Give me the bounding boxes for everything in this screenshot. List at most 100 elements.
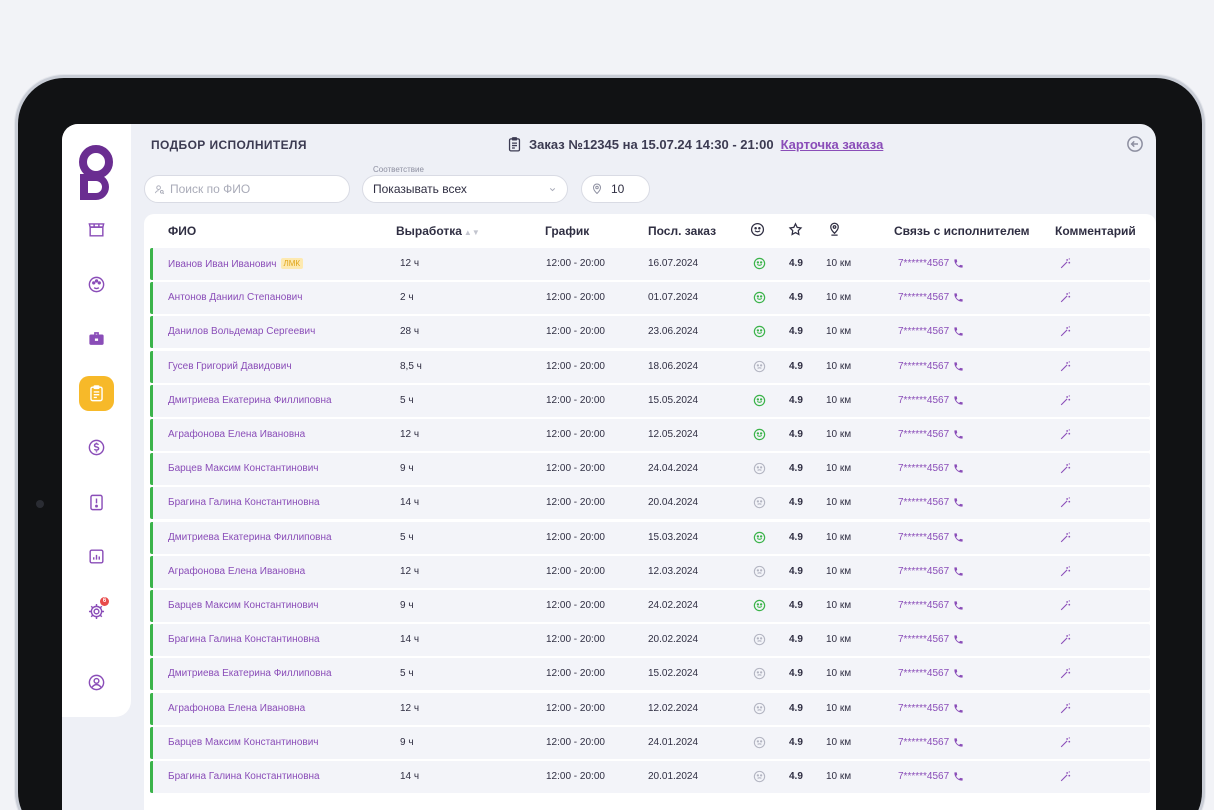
distance-cell: 10 км	[826, 634, 852, 646]
magic-wand-icon[interactable]	[1059, 702, 1072, 715]
magic-wand-icon[interactable]	[1059, 565, 1072, 578]
executor-name[interactable]: Дмитриева Екатерина Филлиповна	[168, 532, 332, 543]
executor-name[interactable]: Барцев Максим Константинович	[168, 600, 319, 611]
magic-wand-icon[interactable]	[1059, 736, 1072, 749]
phone-contact[interactable]: 7******4567	[898, 326, 964, 337]
column-distance	[827, 222, 842, 240]
sidebar-item-palette[interactable]	[79, 267, 114, 302]
magic-wand-icon[interactable]	[1059, 633, 1072, 646]
gear-icon	[88, 603, 105, 620]
table-row[interactable]: Данилов Вольдемар Сергеевич 28 ч 12:00 - 2…	[150, 316, 1150, 349]
magic-wand-icon[interactable]	[1059, 394, 1072, 407]
magic-wand-icon[interactable]	[1059, 770, 1072, 783]
phone-contact[interactable]: 7******4567	[898, 737, 964, 748]
briefcase-icon	[89, 332, 104, 345]
magic-wand-icon[interactable]	[1059, 667, 1072, 680]
magic-wand-icon[interactable]	[1059, 360, 1072, 373]
rating-cell: 4.9	[789, 771, 803, 782]
table-row[interactable]: Дмитриева Екатерина Филлиповна 5 ч 12:00 -…	[150, 384, 1150, 417]
store-icon	[88, 223, 105, 237]
phone-contact[interactable]: 7******4567	[898, 668, 964, 679]
phone-contact[interactable]: 7******4567	[898, 532, 964, 543]
schedule-cell: 12:00 - 20:00	[546, 292, 605, 304]
search-input[interactable]	[170, 182, 340, 196]
table-row[interactable]: Брагина Галина Константиновна 14 ч 12:00 -…	[150, 761, 1150, 793]
happy-face-icon	[753, 428, 766, 441]
executor-name[interactable]: Брагина Галина Константиновна	[168, 771, 320, 782]
phone-contact[interactable]: 7******4567	[898, 771, 964, 782]
phone-number: 7******4567	[898, 497, 950, 509]
sidebar-item-orders[interactable]	[79, 376, 114, 411]
sort-icon: ▲▼	[463, 228, 480, 237]
magic-wand-icon[interactable]	[1059, 496, 1072, 509]
hours-cell: 12 ч	[400, 565, 420, 577]
sidebar-item-briefcase[interactable]	[79, 321, 114, 356]
sidebar-item-profile[interactable]	[79, 665, 114, 700]
magic-wand-icon[interactable]	[1059, 325, 1072, 338]
executor-name[interactable]: Иванов Иван Иванович ЛМК	[168, 258, 304, 270]
phone-contact[interactable]: 7******4567	[898, 361, 964, 372]
rating-cell: 4.9	[789, 429, 803, 440]
executor-name[interactable]: Брагина Галина Константиновна	[168, 497, 320, 508]
table-row[interactable]: Дмитриева Екатерина Филлиповна 5 ч 12:00 -…	[150, 658, 1150, 691]
phone-contact[interactable]: 7******4567	[898, 395, 964, 406]
sidebar-item-finance[interactable]	[79, 430, 114, 465]
executor-name[interactable]: Гусев Григорий Давидович	[168, 361, 292, 372]
clipboard-icon	[508, 137, 521, 152]
magic-wand-icon[interactable]	[1059, 462, 1072, 475]
executor-name[interactable]: Аграфонова Елена Ивановна	[168, 566, 305, 577]
back-arrow-icon[interactable]	[1126, 135, 1144, 153]
executor-name[interactable]: Дмитриева Екатерина Филлиповна	[168, 668, 332, 679]
table-row[interactable]: Барцев Максим Константинович 9 ч 12:00 - 2…	[150, 590, 1150, 622]
table-row[interactable]: Аграфонова Елена Ивановна 12 ч 12:00 - 20:…	[150, 555, 1150, 588]
table-row[interactable]: Барцев Максим Константинович 9 ч 12:00 - 2…	[150, 453, 1150, 486]
phone-contact[interactable]: 7******4567	[898, 703, 964, 714]
executor-name[interactable]: Антонов Даниил Степанович	[168, 292, 302, 303]
phone-contact[interactable]: 7******4567	[898, 463, 964, 474]
table-row[interactable]: Брагина Галина Константиновна 14 ч 12:00 -…	[150, 487, 1150, 520]
magic-wand-icon[interactable]	[1059, 291, 1072, 304]
schedule-cell: 12:00 - 20:00	[546, 736, 605, 748]
magic-wand-icon[interactable]	[1059, 599, 1072, 612]
table-row[interactable]: Барцев Максим Константинович 9 ч 12:00 - 2…	[150, 726, 1150, 759]
radius-field[interactable]: 10	[581, 175, 650, 203]
executor-name[interactable]: Барцев Максим Константинович	[168, 463, 319, 474]
last-order-cell: 15.02.2024	[648, 668, 699, 680]
schedule-cell: 12:00 - 20:00	[546, 360, 605, 372]
sidebar-item-store[interactable]	[79, 212, 114, 247]
happy-face-icon	[753, 325, 766, 338]
magic-wand-icon[interactable]	[1059, 428, 1072, 441]
phone-contact[interactable]: 7******4567	[898, 292, 964, 303]
table-row[interactable]: Дмитриева Екатерина Филлиповна 5 ч 12:00 -…	[150, 521, 1150, 554]
phone-contact[interactable]: 7******4567	[898, 600, 964, 611]
order-card-link[interactable]: Карточка заказа	[780, 137, 884, 152]
rating-cell: 4.9	[789, 258, 803, 269]
phone-contact[interactable]: 7******4567	[898, 258, 964, 269]
sidebar-item-alerts[interactable]	[79, 485, 114, 520]
schedule-cell: 12:00 - 20:00	[546, 634, 605, 646]
sidebar-item-reports[interactable]	[79, 539, 114, 574]
phone-contact[interactable]: 7******4567	[898, 566, 964, 577]
column-hours[interactable]: Выработка ▲▼	[396, 224, 480, 238]
magic-wand-icon[interactable]	[1059, 531, 1072, 544]
executor-name[interactable]: Брагина Галина Константиновна	[168, 634, 320, 645]
table-row[interactable]: Аграфонова Елена Ивановна 12 ч 12:00 - 20:…	[150, 692, 1150, 725]
executor-name[interactable]: Барцев Максим Константинович	[168, 737, 319, 748]
executor-name[interactable]: Аграфонова Елена Ивановна	[168, 429, 305, 440]
distance-cell: 10 км	[826, 771, 852, 782]
table-row[interactable]: Антонов Даниил Степанович 2 ч 12:00 - 20:0…	[150, 282, 1150, 315]
search-field[interactable]	[144, 175, 350, 203]
table-row[interactable]: Брагина Галина Константиновна 14 ч 12:00 -…	[150, 624, 1150, 657]
executor-name[interactable]: Дмитриева Екатерина Филлиповна	[168, 395, 332, 406]
magic-wand-icon[interactable]	[1059, 257, 1072, 270]
executor-name[interactable]: Данилов Вольдемар Сергеевич	[168, 326, 315, 337]
phone-contact[interactable]: 7******4567	[898, 429, 964, 440]
phone-contact[interactable]: 7******4567	[898, 634, 964, 645]
phone-contact[interactable]: 7******4567	[898, 497, 964, 508]
table-row[interactable]: Иванов Иван Иванович ЛМК 12 ч 12:00 - 20:00…	[150, 248, 1150, 280]
executor-name[interactable]: Аграфонова Елена Ивановна	[168, 703, 305, 714]
sidebar-item-settings[interactable]: 6	[79, 594, 114, 629]
table-row[interactable]: Аграфонова Елена Ивановна 12 ч 12:00 - 20:…	[150, 419, 1150, 451]
match-select[interactable]: Показывать всех	[362, 175, 568, 203]
table-row[interactable]: Гусев Григорий Давидович 8,5 ч 12:00 - 20:…	[150, 350, 1150, 383]
